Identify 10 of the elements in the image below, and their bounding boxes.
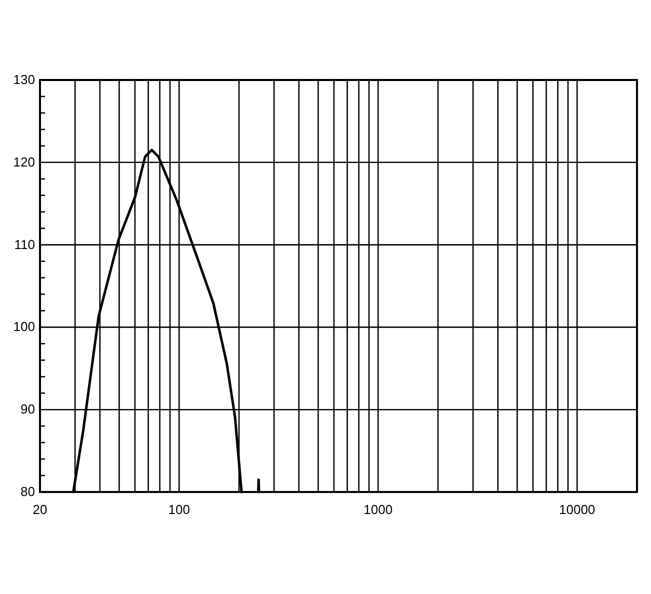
x-tick-label: 1000 <box>364 502 393 517</box>
y-tick-label: 130 <box>13 72 35 87</box>
y-tick-label: 90 <box>20 402 35 417</box>
y-tick-label: 80 <box>20 484 35 499</box>
x-tick-label: 100 <box>168 502 190 517</box>
y-tick-label: 120 <box>13 154 35 170</box>
y-tick-label: 100 <box>13 319 35 334</box>
x-tick-label: 20 <box>32 502 48 517</box>
y-tick-label: 110 <box>14 236 35 252</box>
x-tick-label: 10000 <box>559 502 596 517</box>
